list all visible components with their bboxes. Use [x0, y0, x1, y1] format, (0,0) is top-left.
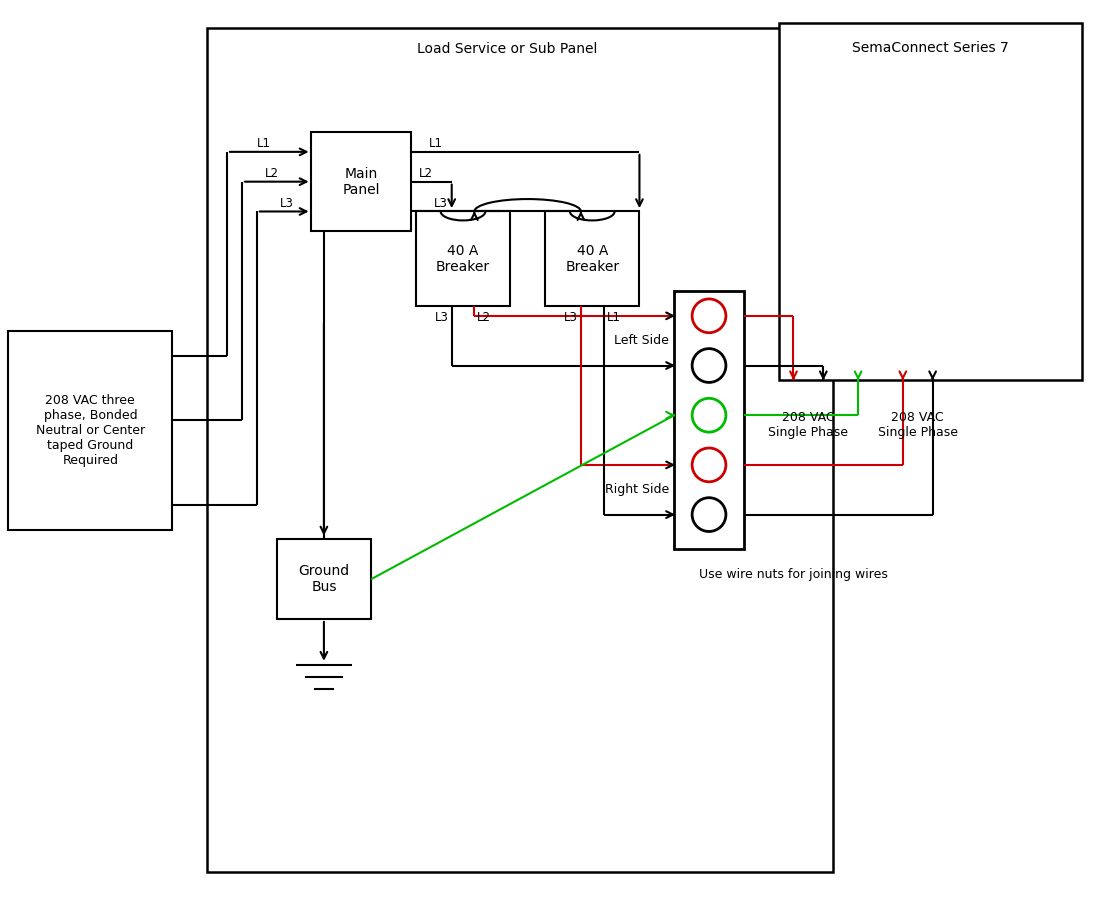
Bar [674, 291, 744, 549]
Bar [277, 539, 371, 619]
Text: Main
Panel: Main Panel [342, 166, 380, 197]
Text: L1: L1 [606, 311, 620, 324]
Bar [544, 212, 639, 306]
Text: Right Side: Right Side [605, 483, 669, 496]
Text: Load Service or Sub Panel: Load Service or Sub Panel [418, 42, 598, 57]
Text: 208 VAC
Single Phase: 208 VAC Single Phase [878, 411, 958, 439]
Circle shape [692, 399, 726, 432]
Text: L2: L2 [419, 167, 432, 180]
Text: L2: L2 [265, 167, 278, 180]
Bar [311, 132, 411, 231]
Bar [779, 22, 1081, 381]
Circle shape [692, 498, 726, 532]
Circle shape [692, 448, 726, 482]
Text: L1: L1 [257, 138, 272, 150]
Text: L3: L3 [434, 311, 449, 324]
Text: 208 VAC
Single Phase: 208 VAC Single Phase [769, 411, 848, 439]
Text: Ground
Bus: Ground Bus [298, 564, 350, 594]
Bar [9, 330, 173, 529]
Text: L3: L3 [433, 197, 448, 210]
Bar [207, 28, 833, 872]
Circle shape [692, 348, 726, 382]
Text: 40 A
Breaker: 40 A Breaker [565, 244, 619, 274]
Text: L1: L1 [429, 138, 442, 150]
Text: Left Side: Left Side [615, 334, 669, 347]
Text: 208 VAC three
phase, Bonded
Neutral or Center
taped Ground
Required: 208 VAC three phase, Bonded Neutral or C… [36, 393, 145, 466]
Bar [416, 212, 510, 306]
Text: L2: L2 [477, 311, 492, 324]
Text: L3: L3 [564, 311, 578, 324]
Text: 40 A
Breaker: 40 A Breaker [436, 244, 491, 274]
Text: Use wire nuts for joining wires: Use wire nuts for joining wires [700, 568, 888, 580]
Circle shape [692, 299, 726, 333]
Text: L3: L3 [280, 197, 294, 210]
Text: SemaConnect Series 7: SemaConnect Series 7 [851, 40, 1009, 55]
